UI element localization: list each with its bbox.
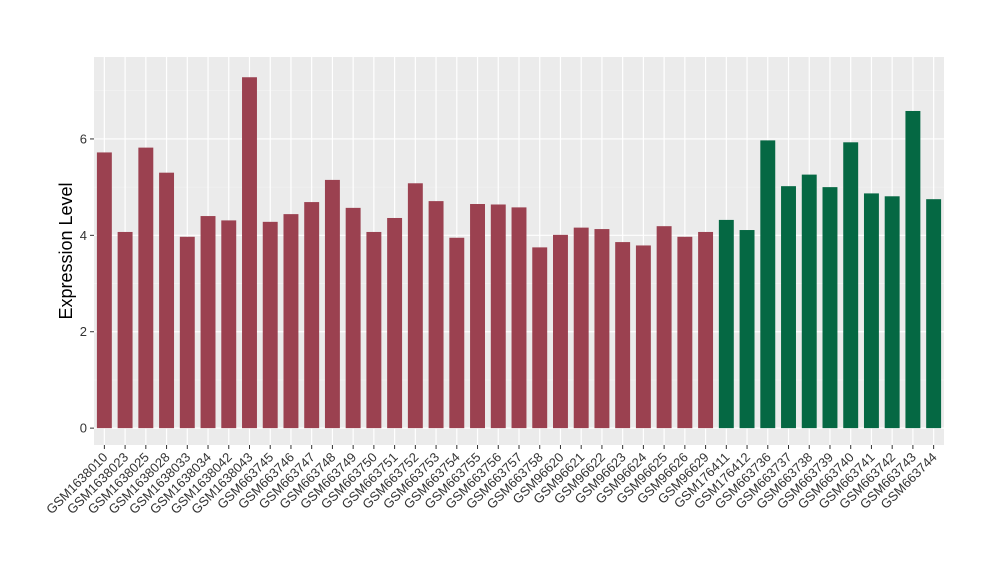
bars <box>96 77 942 429</box>
bar <box>242 77 257 429</box>
bar <box>221 220 237 429</box>
bar <box>594 229 610 429</box>
bar <box>262 221 278 429</box>
bar <box>200 216 216 429</box>
bar <box>553 234 568 429</box>
bar <box>822 187 838 429</box>
bar <box>283 214 299 429</box>
bar <box>179 236 195 429</box>
bar <box>470 204 485 429</box>
bar <box>884 196 900 429</box>
bar <box>656 226 672 429</box>
bar <box>843 142 859 429</box>
bar <box>407 183 423 429</box>
bar <box>739 230 755 429</box>
bar <box>138 147 154 429</box>
bar <box>905 110 921 429</box>
bar <box>366 231 382 429</box>
bar <box>926 199 942 429</box>
bar <box>718 219 734 429</box>
bar <box>677 236 693 429</box>
x-axis: GSM1638010GSM1638023GSM1638025GSM1638028… <box>43 445 940 517</box>
bar <box>345 207 361 429</box>
bar <box>760 140 776 429</box>
y-axis: 0 2 4 6 <box>80 131 94 436</box>
bar <box>863 193 879 429</box>
bar <box>449 237 465 429</box>
bar <box>324 179 340 429</box>
bar <box>387 217 403 429</box>
y-tick-label: 0 <box>80 421 87 436</box>
bar <box>428 201 444 429</box>
bar <box>698 231 714 429</box>
bar <box>781 186 796 429</box>
bar <box>490 204 506 429</box>
bar <box>159 172 175 429</box>
bar <box>573 227 589 429</box>
bar <box>532 247 548 429</box>
bar <box>96 152 112 429</box>
bar <box>304 202 320 429</box>
bar <box>615 242 631 429</box>
bar <box>635 245 651 429</box>
y-tick-label: 6 <box>80 131 87 146</box>
bar <box>511 207 527 429</box>
y-tick-label: 2 <box>80 324 87 339</box>
y-axis-title: Expression Level <box>56 182 76 319</box>
bar <box>801 174 817 429</box>
bar <box>117 231 133 429</box>
y-tick-label: 4 <box>80 228 87 243</box>
